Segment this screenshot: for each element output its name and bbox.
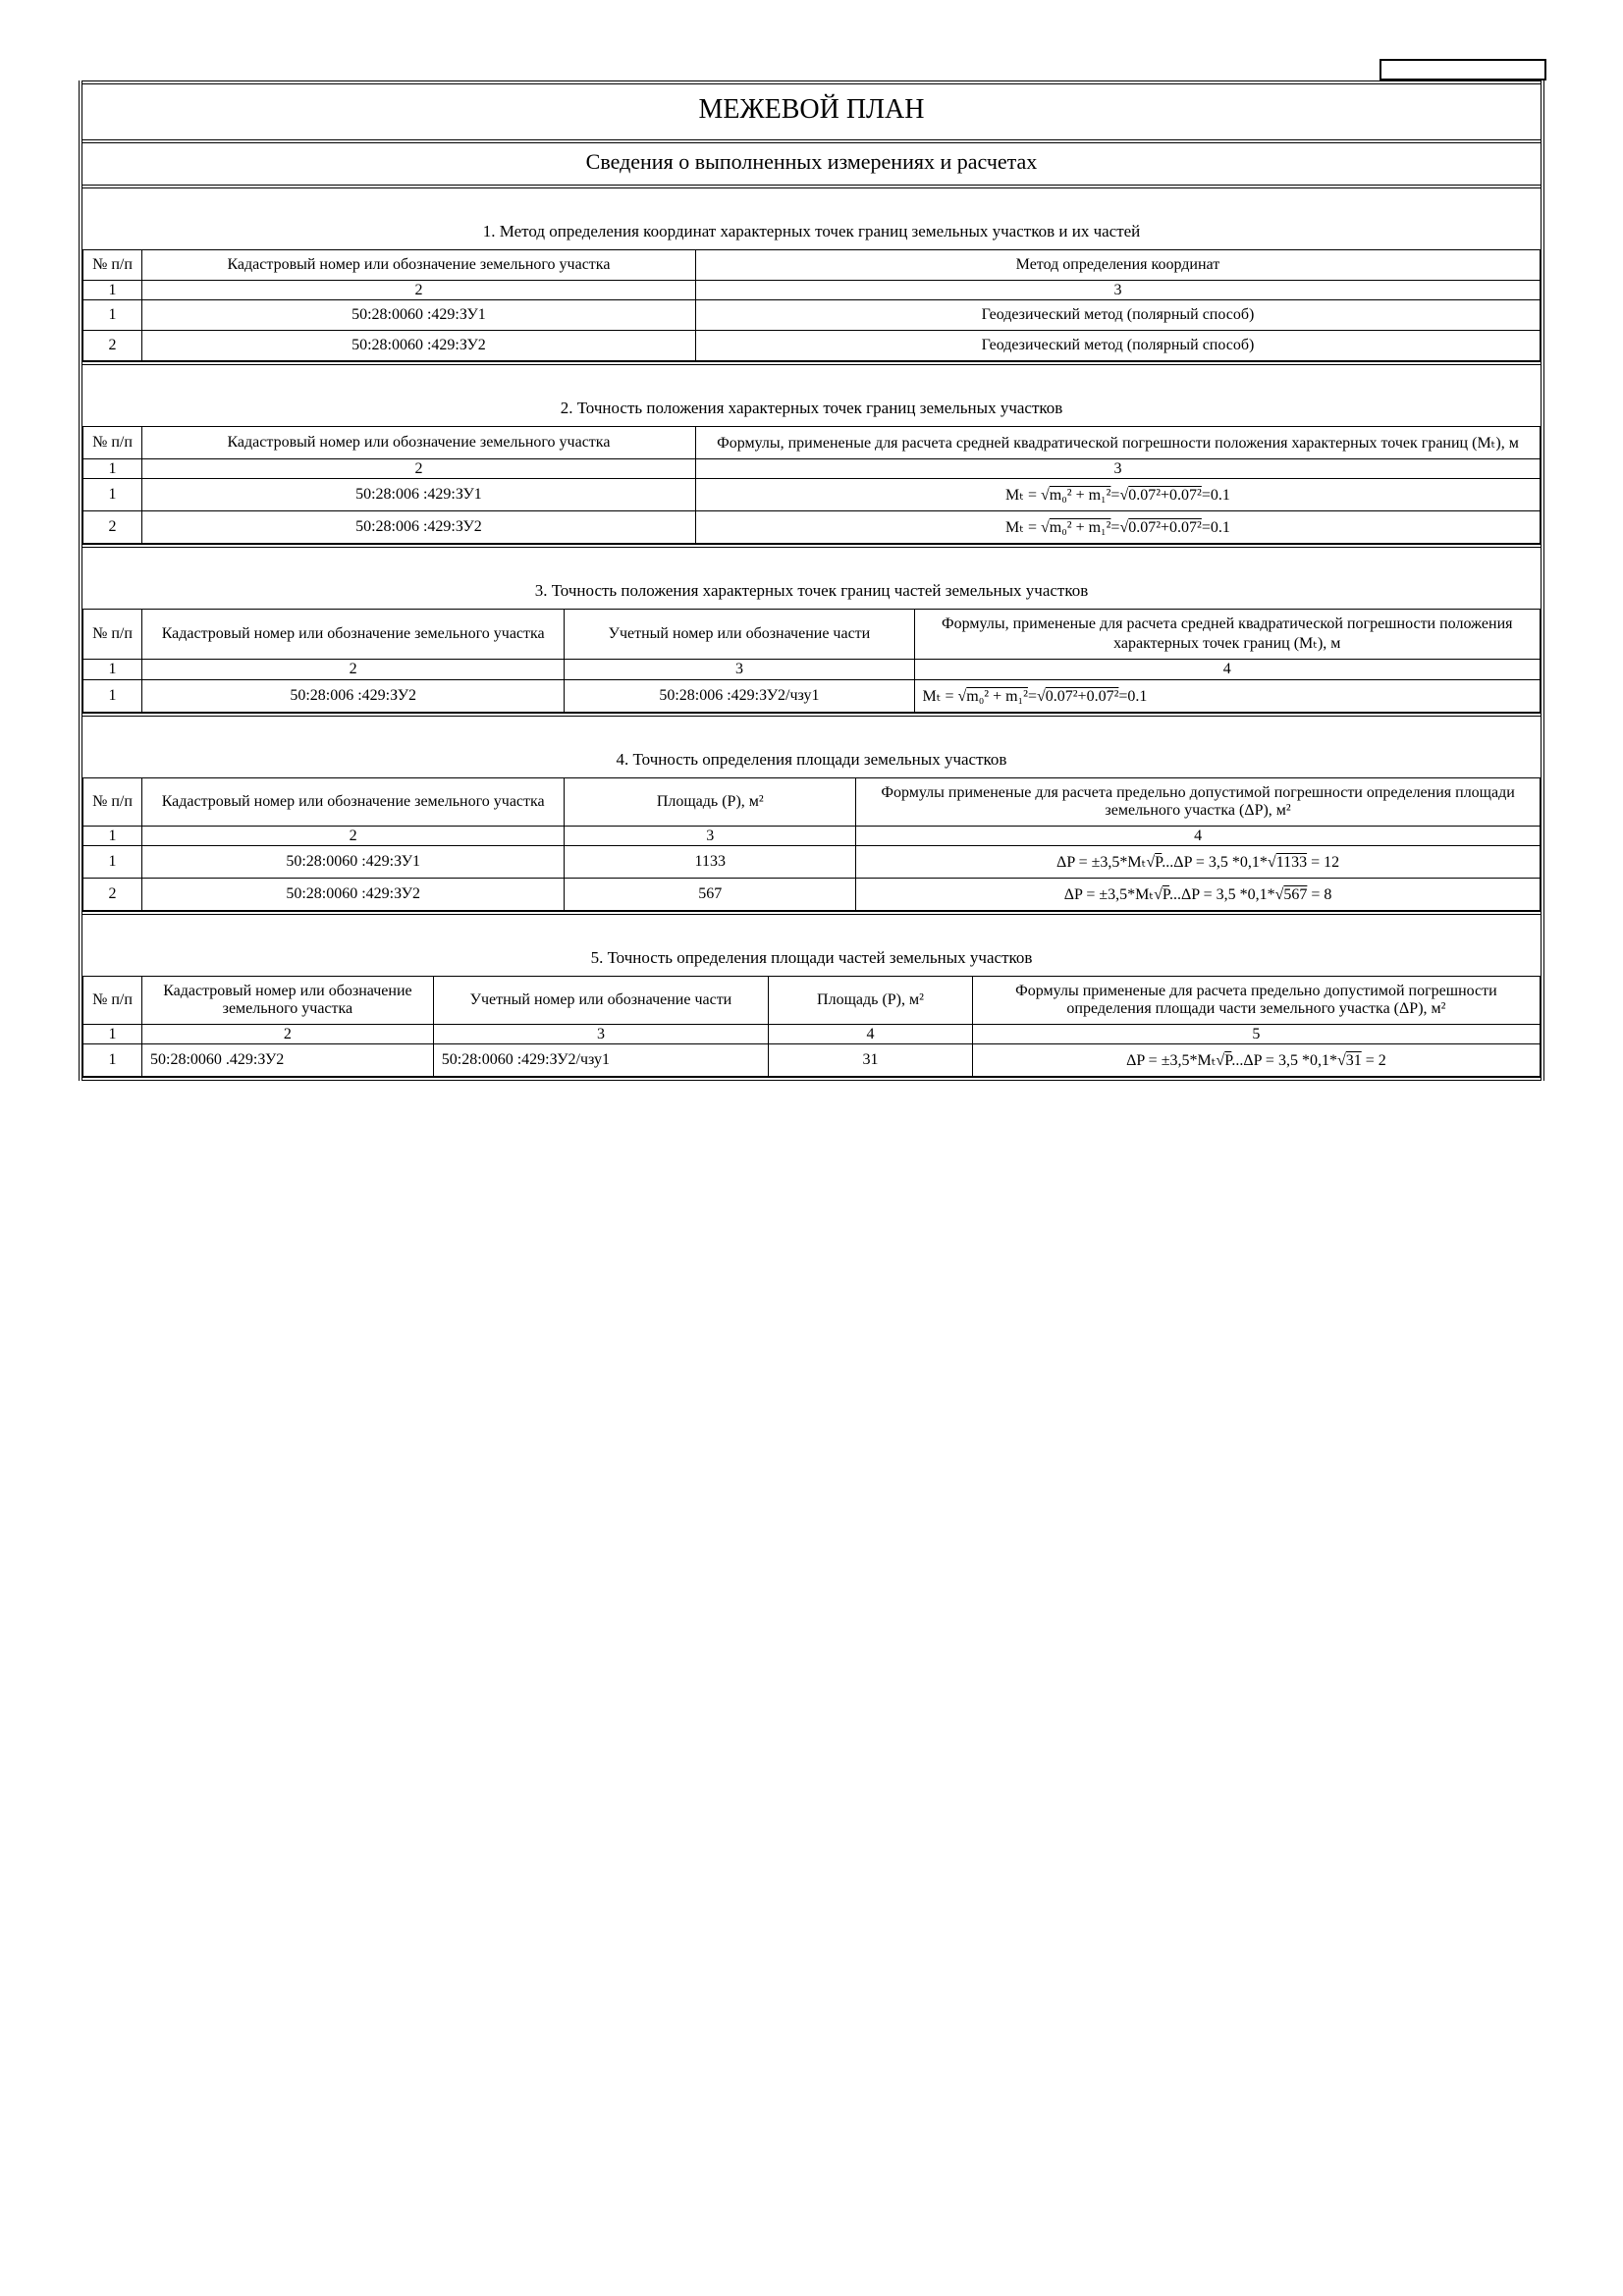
col-np: № п/п xyxy=(83,610,142,660)
section-5: 5. Точность определения площади частей з… xyxy=(82,915,1541,1081)
cell-n: 1 xyxy=(83,300,142,331)
cell-area: 567 xyxy=(565,878,856,910)
colnum: 1 xyxy=(83,660,142,679)
colnum: 1 xyxy=(83,281,142,300)
table-1: № п/п Кадастровый номер или обозначение … xyxy=(82,249,1541,361)
table-row: 1 50:28:006 :429:ЗУ2 50:28:006 :429:ЗУ2/… xyxy=(83,679,1541,712)
colnum: 2 xyxy=(142,459,696,479)
colnum: 4 xyxy=(769,1024,973,1043)
table-3: № п/п Кадастровый номер или обозначение … xyxy=(82,609,1541,712)
col-account: Учетный номер или обозначение части xyxy=(565,610,914,660)
colnum: 3 xyxy=(433,1024,768,1043)
cell-cad: 50:28:006 :429:ЗУ1 xyxy=(142,479,696,511)
cell-cad: 50:28:0060 :429:ЗУ2 xyxy=(142,878,565,910)
col-area: Площадь (P), м² xyxy=(565,777,856,826)
cell-area: 1133 xyxy=(565,845,856,878)
table-row: 2 50:28:0060 :429:ЗУ2 Геодезический мето… xyxy=(83,331,1541,361)
cell-area: 31 xyxy=(769,1043,973,1076)
col-np: № п/п xyxy=(83,250,142,281)
cell-cad: 50:28:0060 :429:ЗУ1 xyxy=(142,300,696,331)
cell-cad: 50:28:0060 :429:ЗУ2 xyxy=(142,331,696,361)
colnum: 3 xyxy=(565,826,856,845)
col-cadastral: Кадастровый номер или обозначение земель… xyxy=(142,250,696,281)
col-account: Учетный номер или обозначение части xyxy=(433,976,768,1024)
section-2: 2. Точность положения характерных точек … xyxy=(82,365,1541,548)
table-row: 1 50:28:0060 .429:ЗУ2 50:28:0060 :429:ЗУ… xyxy=(83,1043,1541,1076)
section-3-title: 3. Точность положения характерных точек … xyxy=(82,577,1541,609)
col-np: № п/п xyxy=(83,976,142,1024)
corner-box xyxy=(1380,59,1546,80)
table-row: 1 50:28:0060 :429:ЗУ1 1133 ΔP = ±3,5*Mₜ√… xyxy=(83,845,1541,878)
cell-n: 2 xyxy=(83,331,142,361)
colnum: 2 xyxy=(142,660,565,679)
cell-cad: 50:28:006 :429:ЗУ2 xyxy=(142,511,696,544)
cell-n: 2 xyxy=(83,511,142,544)
colnum: 2 xyxy=(142,1024,434,1043)
col-formula: Формулы примененые для расчета предельно… xyxy=(856,777,1541,826)
cell-n: 1 xyxy=(83,845,142,878)
colnum: 2 xyxy=(142,281,696,300)
cell-formula: ΔP = ±3,5*Mₜ√P...ΔP = 3,5 *0,1*√31 = 2 xyxy=(972,1043,1540,1076)
table-row: 2 50:28:006 :429:ЗУ2 Mₜ = √m₀² + m₁²=√0.… xyxy=(83,511,1541,544)
col-np: № п/п xyxy=(83,427,142,459)
section-3: 3. Точность положения характерных точек … xyxy=(82,548,1541,716)
table-2: № п/п Кадастровый номер или обозначение … xyxy=(82,426,1541,544)
document: МЕЖЕВОЙ ПЛАН Сведения о выполненных изме… xyxy=(79,80,1544,1081)
colnum: 4 xyxy=(914,660,1540,679)
cell-cad: 50:28:0060 .429:ЗУ2 xyxy=(142,1043,434,1076)
colnum: 3 xyxy=(565,660,914,679)
cell-formula: Mₜ = √m₀² + m₁²=√0.07²+0.07²=0.1 xyxy=(695,511,1540,544)
col-formula: Формулы, примененые для расчета средней … xyxy=(695,427,1540,459)
colnum: 3 xyxy=(695,281,1540,300)
doc-subtitle: Сведения о выполненных измерениях и расч… xyxy=(82,143,1541,188)
section-1-title: 1. Метод определения координат характерн… xyxy=(82,218,1541,249)
cell-formula: Mₜ = √m₀² + m₁²=√0.07²+0.07²=0.1 xyxy=(695,479,1540,511)
section-4-title: 4. Точность определения площади земельны… xyxy=(82,746,1541,777)
col-cadastral: Кадастровый номер или обозначение земель… xyxy=(142,610,565,660)
cell-method: Геодезический метод (полярный способ) xyxy=(695,300,1540,331)
cell-n: 2 xyxy=(83,878,142,910)
section-2-title: 2. Точность положения характерных точек … xyxy=(82,395,1541,426)
col-formula: Формулы, примененые для расчета средней … xyxy=(914,610,1540,660)
cell-cad: 50:28:0060 :429:ЗУ1 xyxy=(142,845,565,878)
section-4: 4. Точность определения площади земельны… xyxy=(82,717,1541,915)
colnum: 4 xyxy=(856,826,1541,845)
section-1: 1. Метод определения координат характерн… xyxy=(82,188,1541,365)
cell-method: Геодезический метод (полярный способ) xyxy=(695,331,1540,361)
cell-n: 1 xyxy=(83,479,142,511)
cell-cad: 50:28:006 :429:ЗУ2 xyxy=(142,679,565,712)
col-area: Площадь (P), м² xyxy=(769,976,973,1024)
cell-acc: 50:28:006 :429:ЗУ2/чзу1 xyxy=(565,679,914,712)
col-method: Метод определения координат xyxy=(695,250,1540,281)
cell-acc: 50:28:0060 :429:ЗУ2/чзу1 xyxy=(433,1043,768,1076)
colnum: 3 xyxy=(695,459,1540,479)
col-cadastral: Кадастровый номер или обозначение земель… xyxy=(142,777,565,826)
table-row: 1 50:28:0060 :429:ЗУ1 Геодезический мето… xyxy=(83,300,1541,331)
colnum: 1 xyxy=(83,1024,142,1043)
colnum: 5 xyxy=(972,1024,1540,1043)
cell-n: 1 xyxy=(83,679,142,712)
cell-formula: ΔP = ±3,5*Mₜ√P...ΔP = 3,5 *0,1*√567 = 8 xyxy=(856,878,1541,910)
doc-title: МЕЖЕВОЙ ПЛАН xyxy=(82,80,1541,143)
colnum: 1 xyxy=(83,826,142,845)
table-5: № п/п Кадастровый номер или обозначение … xyxy=(82,976,1541,1077)
table-row: 2 50:28:0060 :429:ЗУ2 567 ΔP = ±3,5*Mₜ√P… xyxy=(83,878,1541,910)
section-5-title: 5. Точность определения площади частей з… xyxy=(82,944,1541,976)
col-np: № п/п xyxy=(83,777,142,826)
cell-n: 1 xyxy=(83,1043,142,1076)
cell-formula: ΔP = ±3,5*Mₜ√P...ΔP = 3,5 *0,1*√1133 = 1… xyxy=(856,845,1541,878)
colnum: 1 xyxy=(83,459,142,479)
table-4: № п/п Кадастровый номер или обозначение … xyxy=(82,777,1541,911)
col-cadastral: Кадастровый номер или обозначение земель… xyxy=(142,427,696,459)
col-cadastral: Кадастровый номер или обозначение земель… xyxy=(142,976,434,1024)
col-formula: Формулы примененые для расчета предельно… xyxy=(972,976,1540,1024)
cell-formula: Mₜ = √m₀² + m₁²=√0.07²+0.07²=0.1 xyxy=(914,679,1540,712)
table-row: 1 50:28:006 :429:ЗУ1 Mₜ = √m₀² + m₁²=√0.… xyxy=(83,479,1541,511)
colnum: 2 xyxy=(142,826,565,845)
